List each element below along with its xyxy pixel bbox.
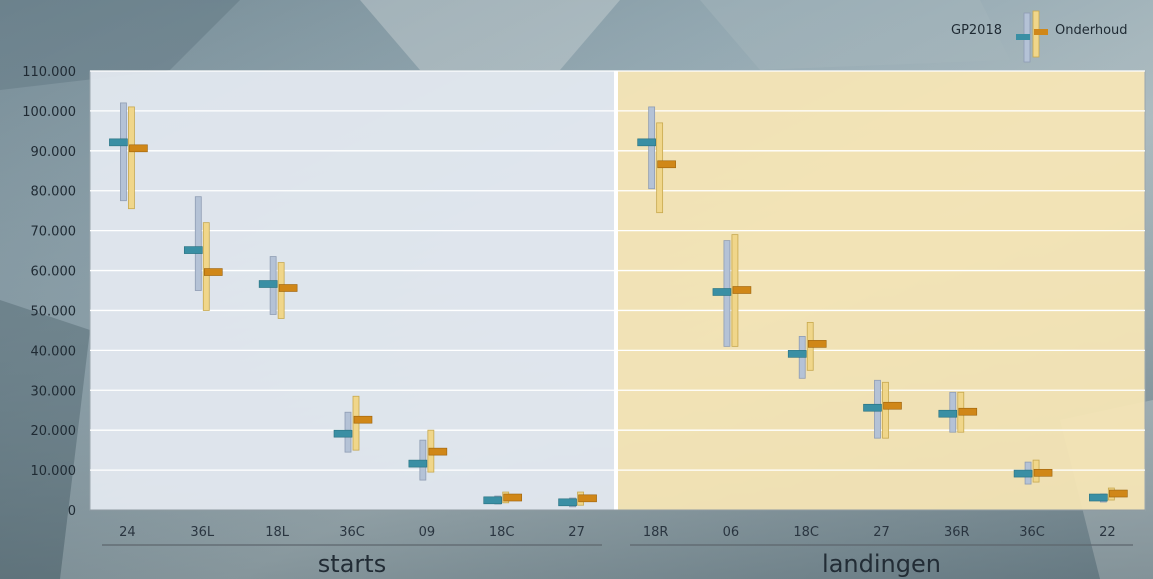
marker-gp2018 [558,498,577,507]
plot-panel-starts [90,71,614,510]
x-category-label: 36R [944,525,970,540]
range-bar-onderhoud [202,222,210,311]
legend-label-onderhoud: Onderhoud [1055,23,1128,38]
marker-gp2018 [637,138,656,147]
marker-onderhoud [1033,468,1053,477]
range-bar-onderhoud [882,381,889,439]
marker-gp2018 [109,138,128,147]
x-category-label: 27 [568,525,585,540]
y-tick-label: 90.000 [31,145,77,160]
y-tick-label: 100.000 [22,105,76,120]
range-bar-onderhoud [128,106,135,210]
y-tick-label: 30.000 [31,384,77,399]
marker-onderhoud [428,447,448,456]
legend: GP2018 Onderhoud [951,10,1128,63]
x-category-label: 24 [119,525,136,540]
x-category-label: 18L [265,525,290,540]
marker-gp2018 [408,459,428,468]
legend-marker-onderhoud [1034,29,1048,35]
marker-gp2018 [787,350,807,358]
marker-gp2018 [863,403,882,412]
x-category-label: 06 [723,525,740,540]
x-category-label: 36C [1019,525,1045,540]
group-label-landingen: landingen [822,550,941,578]
marker-onderhoud [732,286,752,294]
marker-gp2018 [938,409,958,418]
y-tick-label: 10.000 [31,464,77,479]
marker-onderhoud [203,268,223,276]
marker-onderhoud [807,340,827,348]
x-category-label: 18R [643,525,669,540]
x-category-label: 09 [419,525,436,540]
marker-onderhoud [129,144,148,153]
marker-gp2018 [712,288,732,296]
marker-onderhoud [883,401,902,410]
x-category-label: 36C [339,525,365,540]
y-tick-label: 20.000 [31,424,77,439]
marker-gp2018 [1013,469,1033,478]
legend-marker-gp2018 [1016,34,1030,40]
legend-label-gp2018: GP2018 [951,23,1002,38]
plot-panel-landingen [618,71,1145,510]
marker-onderhoud [958,407,978,416]
marker-gp2018 [183,246,203,254]
group-label-starts: starts [318,550,386,578]
x-category-label: 18C [793,525,819,540]
marker-gp2018 [483,496,503,505]
marker-onderhoud [1109,489,1128,498]
x-category-label: 27 [873,525,890,540]
y-tick-label: 50.000 [31,304,77,319]
marker-gp2018 [333,429,353,438]
marker-onderhoud [353,415,373,424]
marker-onderhoud [278,284,298,292]
y-tick-label: 40.000 [31,344,77,359]
range-bar-gp2018 [194,196,202,291]
marker-onderhoud [503,493,523,502]
y-tick-label: 0 [68,504,76,519]
x-category-label: 18C [489,525,515,540]
marker-onderhoud [578,494,597,503]
x-category-label: 22 [1099,525,1116,540]
range-bar-gp2018 [648,106,656,190]
y-tick-label: 110.000 [22,65,76,80]
y-tick-label: 80.000 [31,185,77,200]
x-category-label: 36L [190,525,215,540]
marker-gp2018 [1089,493,1108,502]
range-bar-gp2018 [120,102,127,202]
marker-onderhoud [657,160,676,169]
y-tick-label: 70.000 [31,225,77,240]
y-tick-label: 60.000 [31,265,77,280]
marker-gp2018 [258,280,278,288]
group-divider [614,71,618,510]
